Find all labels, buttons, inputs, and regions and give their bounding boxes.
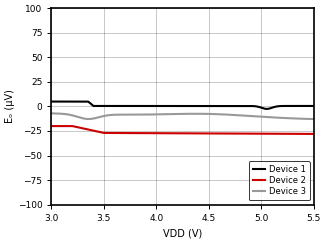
Device 3 xyxy=(306,117,310,120)
Device 2 xyxy=(191,132,195,135)
Device 3 xyxy=(265,116,269,119)
Device 2 xyxy=(174,132,178,135)
Device 3 xyxy=(50,112,53,115)
Device 3 xyxy=(206,113,210,115)
Line: Device 3: Device 3 xyxy=(52,113,314,119)
Device 1 xyxy=(191,104,195,107)
X-axis label: VDD (V): VDD (V) xyxy=(163,228,202,238)
Device 3 xyxy=(176,113,180,115)
Device 1 xyxy=(206,104,210,107)
Device 3 xyxy=(191,112,195,115)
Line: Device 2: Device 2 xyxy=(52,126,314,134)
Device 3 xyxy=(312,118,316,121)
Device 2 xyxy=(176,132,180,135)
Device 1 xyxy=(50,100,53,103)
Device 1 xyxy=(176,104,180,107)
Device 2 xyxy=(206,132,210,135)
Device 1 xyxy=(265,107,269,110)
Device 2 xyxy=(50,125,53,128)
Device 1 xyxy=(312,104,316,107)
Device 1 xyxy=(174,104,178,107)
Device 2 xyxy=(306,132,310,135)
Device 1 xyxy=(265,107,269,110)
Y-axis label: Eₒ (µV): Eₒ (µV) xyxy=(5,89,15,123)
Device 3 xyxy=(174,113,178,115)
Line: Device 1: Device 1 xyxy=(52,102,314,109)
Legend: Device 1, Device 2, Device 3: Device 1, Device 2, Device 3 xyxy=(249,161,310,200)
Device 2 xyxy=(265,132,269,135)
Device 2 xyxy=(312,132,316,135)
Device 1 xyxy=(306,104,310,107)
